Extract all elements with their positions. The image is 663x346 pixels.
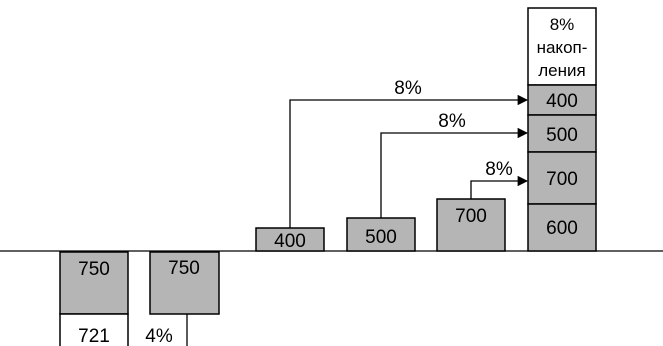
compound-arrow-3 — [470, 175, 529, 199]
inflow-label-3: 700 — [455, 206, 487, 227]
stack-header-line-3: ления — [538, 61, 585, 80]
outflow-label-1: 750 — [78, 259, 110, 280]
compound-arrow-1 — [289, 94, 529, 228]
inflow-label-1: 400 — [274, 231, 306, 252]
compound-rate-2: 8% — [438, 111, 466, 132]
inflow-label-2: 500 — [365, 227, 397, 248]
stack-segment-2 — [527, 114, 597, 153]
bottom-label-right: 4% — [145, 326, 173, 346]
stack-segment-4 — [527, 203, 597, 252]
stack-segment-label-1: 400 — [546, 91, 578, 112]
stack-segment-label-4: 600 — [546, 218, 578, 239]
stack-segment-label-2: 500 — [546, 125, 578, 146]
compound-rate-3: 8% — [485, 159, 513, 180]
stack-header-line-2: накоп- — [537, 38, 588, 57]
stack-segment-label-3: 700 — [546, 169, 578, 190]
compound-arrow-2 — [380, 127, 529, 218]
bottom-box-left — [59, 313, 129, 346]
stack-header-line-1: 8% — [550, 15, 575, 34]
outflow-box-2 — [149, 251, 220, 315]
inflow-box-3 — [436, 198, 506, 252]
compound-rate-1: 8% — [394, 78, 422, 99]
stack-segment-3 — [527, 151, 597, 205]
bottom-label-left: 721 — [78, 326, 110, 346]
outflow-label-2: 750 — [168, 258, 200, 279]
